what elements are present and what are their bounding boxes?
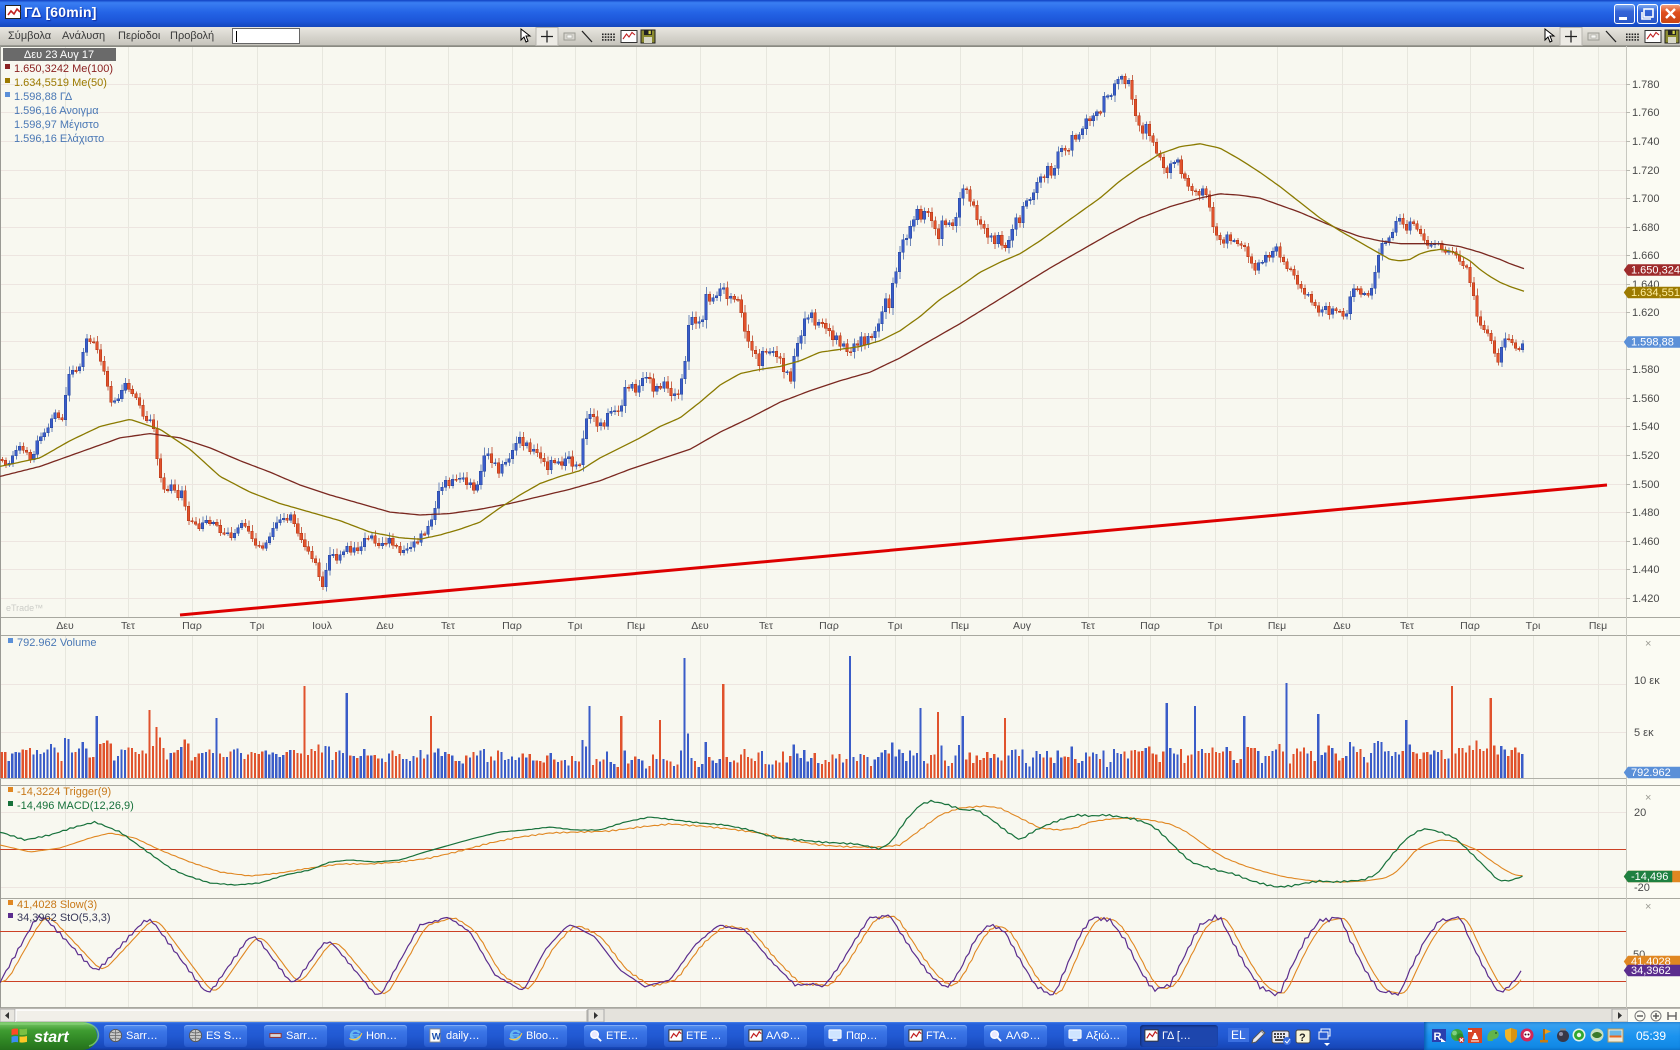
svg-text:Δευ: Δευ xyxy=(691,620,709,632)
svg-text:1.480: 1.480 xyxy=(1632,507,1660,519)
svg-text:10 εκ: 10 εκ xyxy=(1634,675,1660,687)
svg-text:1.520: 1.520 xyxy=(1632,450,1660,462)
svg-text:1.598,88 ΓΔ: 1.598,88 ΓΔ xyxy=(14,91,73,103)
svg-text:1.598,97 Μέγιστο: 1.598,97 Μέγιστο xyxy=(14,119,99,131)
svg-text:1.580: 1.580 xyxy=(1632,364,1660,376)
svg-text:R: R xyxy=(1434,1031,1442,1043)
svg-text:1.634,5519 Me(50): 1.634,5519 Me(50) xyxy=(14,77,107,89)
svg-text:Παρ: Παρ xyxy=(1140,620,1160,632)
svg-text:Παρ: Παρ xyxy=(182,620,202,632)
svg-text:Δευ: Δευ xyxy=(1333,620,1351,632)
svg-text:41,4028 Slow(3): 41,4028 Slow(3) xyxy=(17,899,97,911)
svg-text:Τρι: Τρι xyxy=(888,620,903,632)
svg-text:1.540: 1.540 xyxy=(1632,421,1660,433)
svg-text:Τρι: Τρι xyxy=(1526,620,1541,632)
svg-text:start: start xyxy=(34,1029,69,1046)
svg-text:Παρ: Παρ xyxy=(502,620,522,632)
svg-text:-14,496: -14,496 xyxy=(1631,871,1668,883)
svg-text:1.596,16 Ελάχιστο: 1.596,16 Ελάχιστο xyxy=(14,133,104,145)
svg-text:1.720: 1.720 xyxy=(1632,165,1660,177)
svg-text:1.596,16 Ανοιγμα: 1.596,16 Ανοιγμα xyxy=(14,105,99,117)
svg-text:Πεμ: Πεμ xyxy=(1268,620,1286,632)
svg-text:?: ? xyxy=(1299,1032,1306,1044)
svg-text:W: W xyxy=(432,1031,441,1041)
svg-text:1.440: 1.440 xyxy=(1632,564,1660,576)
svg-text:Τετ: Τετ xyxy=(121,620,136,632)
svg-text:Τρι: Τρι xyxy=(1208,620,1223,632)
svg-text:792.962 Volume: 792.962 Volume xyxy=(17,637,97,649)
svg-text:20: 20 xyxy=(1634,807,1646,819)
svg-text:Τρι: Τρι xyxy=(250,620,265,632)
svg-text:1.598,88: 1.598,88 xyxy=(1631,337,1674,349)
svg-text:5 εκ: 5 εκ xyxy=(1634,727,1654,739)
svg-text:34,3962: 34,3962 xyxy=(1631,965,1671,977)
svg-text:Παρ: Παρ xyxy=(1460,620,1480,632)
svg-text:Τετ: Τετ xyxy=(441,620,456,632)
svg-text:1.680: 1.680 xyxy=(1632,222,1660,234)
svg-text:792.962: 792.962 xyxy=(1631,767,1671,779)
svg-text:1.560: 1.560 xyxy=(1632,393,1660,405)
svg-text:1.650,324: 1.650,324 xyxy=(1631,265,1680,277)
svg-text:1.420: 1.420 xyxy=(1632,593,1660,605)
svg-text:1.660: 1.660 xyxy=(1632,250,1660,262)
svg-text:Δευ: Δευ xyxy=(376,620,394,632)
svg-text:34,3962 StO(5,3,3): 34,3962 StO(5,3,3) xyxy=(17,912,111,924)
svg-text:Πεμ: Πεμ xyxy=(1589,620,1607,632)
svg-text:Ιουλ: Ιουλ xyxy=(312,620,332,632)
svg-text:-14,3224 Trigger(9): -14,3224 Trigger(9) xyxy=(17,786,111,798)
svg-text:Αυγ: Αυγ xyxy=(1013,620,1032,632)
svg-text:1.620: 1.620 xyxy=(1632,307,1660,319)
svg-text:Τετ: Τετ xyxy=(1081,620,1096,632)
svg-text:×: × xyxy=(1645,638,1651,650)
svg-text:Παρ: Παρ xyxy=(819,620,839,632)
svg-text:eTrade™: eTrade™ xyxy=(6,603,43,613)
svg-text:Τετ: Τετ xyxy=(1400,620,1415,632)
svg-text:1.760: 1.760 xyxy=(1632,107,1660,119)
svg-text:Τετ: Τετ xyxy=(759,620,774,632)
svg-text:Δευ: Δευ xyxy=(56,620,74,632)
svg-text:Δευ 23 Αυγ 17: Δευ 23 Αυγ 17 xyxy=(24,49,94,61)
svg-text:1.634,551: 1.634,551 xyxy=(1631,287,1680,299)
svg-text:Τρι: Τρι xyxy=(568,620,583,632)
svg-text:1.650,3242 Me(100): 1.650,3242 Me(100) xyxy=(14,63,113,75)
svg-text:-14,496 MACD(12,26,9): -14,496 MACD(12,26,9) xyxy=(17,800,134,812)
svg-text:1.780: 1.780 xyxy=(1632,79,1660,91)
svg-text:×: × xyxy=(1645,792,1651,804)
svg-text:-20: -20 xyxy=(1634,882,1650,894)
svg-text:Πεμ: Πεμ xyxy=(627,620,645,632)
svg-text:1.740: 1.740 xyxy=(1632,136,1660,148)
svg-text:1.700: 1.700 xyxy=(1632,193,1660,205)
svg-text:×: × xyxy=(1645,901,1651,913)
svg-text:Πεμ: Πεμ xyxy=(951,620,969,632)
svg-text:1.460: 1.460 xyxy=(1632,536,1660,548)
svg-text:1.500: 1.500 xyxy=(1632,479,1660,491)
